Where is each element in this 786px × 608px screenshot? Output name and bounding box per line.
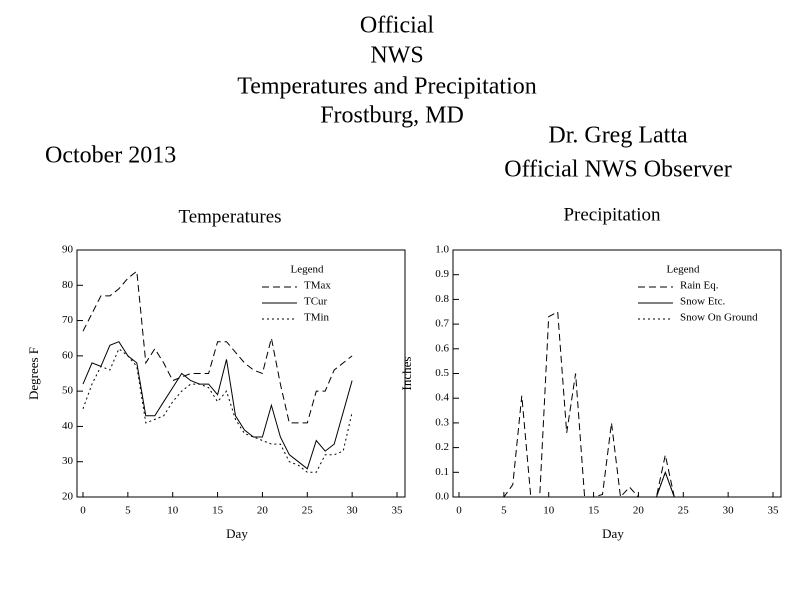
legend-label: Rain Eq. bbox=[680, 280, 719, 292]
legend-label: Snow Etc. bbox=[680, 296, 725, 308]
y-tick-label: 1.0 bbox=[435, 244, 449, 256]
series-line bbox=[82, 348, 353, 473]
legend-label: TMax bbox=[304, 280, 331, 292]
y-tick-label: 0.8 bbox=[435, 293, 449, 305]
y-tick-label: 0.4 bbox=[435, 392, 449, 404]
legend-label: Snow On Ground bbox=[680, 312, 758, 324]
observer: Dr. Greg Latta bbox=[548, 123, 688, 149]
x-tick-label: 30 bbox=[347, 505, 359, 517]
y-tick-label: 60 bbox=[62, 349, 74, 361]
header-line: NWS bbox=[370, 43, 423, 69]
y-tick-label: 40 bbox=[62, 420, 74, 432]
series-line bbox=[82, 270, 353, 424]
x-tick-label: 15 bbox=[588, 505, 600, 517]
x-tick-label: 10 bbox=[543, 505, 555, 517]
x-tick-label: 20 bbox=[257, 505, 269, 517]
chart-title: Temperatures bbox=[178, 206, 281, 227]
x-tick-label: 10 bbox=[167, 505, 179, 517]
x-tick-label: 25 bbox=[302, 505, 314, 517]
y-tick-label: 0.5 bbox=[435, 367, 449, 379]
x-tick-label: 20 bbox=[633, 505, 645, 517]
header-line: Frostburg, MD bbox=[320, 103, 464, 129]
x-axis-label: Day bbox=[226, 526, 248, 541]
x-axis-label: Day bbox=[602, 526, 624, 541]
x-tick-label: 0 bbox=[456, 505, 462, 517]
x-tick-label: 35 bbox=[768, 505, 780, 517]
x-tick-label: 15 bbox=[212, 505, 224, 517]
y-tick-label: 0.1 bbox=[435, 466, 449, 478]
y-tick-label: 90 bbox=[62, 244, 74, 256]
date: October 2013 bbox=[45, 143, 176, 169]
y-tick-label: 80 bbox=[62, 279, 74, 291]
legend-title: Legend bbox=[667, 264, 700, 276]
plot-frame bbox=[76, 249, 406, 498]
y-axis-label: Degrees F bbox=[26, 347, 41, 400]
y-tick-label: 30 bbox=[62, 455, 74, 467]
chart-title: Precipitation bbox=[563, 204, 661, 225]
y-tick-label: 20 bbox=[62, 491, 74, 503]
legend-label: TCur bbox=[304, 296, 328, 308]
y-tick-label: 70 bbox=[62, 314, 74, 326]
x-tick-label: 30 bbox=[723, 505, 735, 517]
y-tick-label: 0.6 bbox=[435, 342, 449, 354]
x-tick-label: 5 bbox=[125, 505, 131, 517]
y-tick-label: 0.9 bbox=[435, 268, 449, 280]
x-tick-label: 35 bbox=[392, 505, 404, 517]
y-tick-label: 50 bbox=[62, 385, 74, 397]
observer: Official NWS Observer bbox=[504, 157, 731, 183]
x-tick-label: 0 bbox=[80, 505, 86, 517]
header-line: Official bbox=[360, 13, 435, 39]
legend-title: Legend bbox=[291, 264, 324, 276]
y-tick-label: 0.3 bbox=[435, 416, 449, 428]
series-line bbox=[459, 470, 729, 498]
x-tick-label: 25 bbox=[678, 505, 690, 517]
y-tick-label: 0.7 bbox=[435, 318, 449, 330]
y-tick-label: 0.0 bbox=[435, 491, 449, 503]
header-line: Temperatures and Precipitation bbox=[237, 74, 537, 100]
y-tick-label: 0.2 bbox=[435, 441, 449, 453]
y-axis-label: Inches bbox=[399, 357, 414, 391]
legend-label: TMin bbox=[304, 312, 330, 324]
x-tick-label: 5 bbox=[501, 505, 507, 517]
